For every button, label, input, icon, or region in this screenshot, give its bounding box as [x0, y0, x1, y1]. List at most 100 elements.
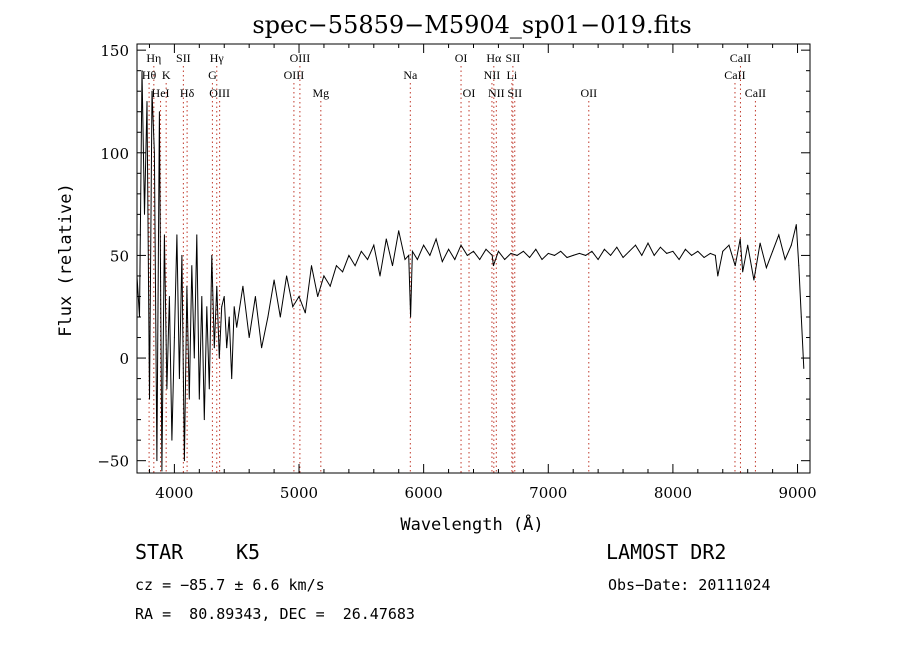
flux-point	[522, 250, 524, 252]
line-marker-label: OIII	[209, 86, 230, 100]
flux-point	[647, 242, 649, 244]
flux-point	[171, 439, 173, 441]
line-marker-label: Hα	[486, 51, 502, 65]
object-subclass: K5	[236, 540, 261, 564]
flux-point	[242, 285, 244, 287]
coordinates: RA = 80.89343, DEC = 26.47683	[135, 605, 415, 623]
flux-point	[201, 295, 203, 297]
flux-point	[298, 295, 300, 297]
flux-point	[697, 250, 699, 252]
flux-point	[226, 347, 228, 349]
flux-point	[739, 238, 741, 240]
flux-point	[335, 265, 337, 267]
flux-point	[410, 316, 412, 318]
flux-point	[492, 265, 494, 267]
flux-point	[759, 242, 761, 244]
y-tick-label: 0	[119, 350, 129, 368]
line-marker-label: Hγ	[210, 51, 225, 65]
flux-point	[385, 238, 387, 240]
x-tick-label: 5000	[280, 484, 318, 502]
flux-point	[734, 265, 736, 267]
flux-point	[196, 234, 198, 236]
flux-point	[554, 254, 556, 256]
flux-series	[136, 70, 805, 472]
x-tick-label: 4000	[155, 484, 193, 502]
flux-point	[753, 279, 755, 281]
x-axis-label: Wavelength (Å)	[400, 513, 543, 535]
flux-point	[784, 259, 786, 261]
line-marker-label: NII	[484, 68, 501, 82]
flux-point	[233, 306, 235, 308]
flux-point	[223, 295, 225, 297]
flux-point	[188, 398, 190, 400]
line-marker-label: SII	[506, 51, 521, 65]
flux-point	[141, 70, 143, 72]
flux-point	[803, 367, 805, 369]
flux-point	[497, 250, 499, 252]
flux-point	[236, 326, 238, 328]
flux-point	[684, 248, 686, 250]
flux-point	[616, 246, 618, 248]
flux-point	[448, 248, 450, 250]
y-axis: −50 0 50 100 150	[97, 42, 810, 471]
flux-point	[441, 261, 443, 263]
y-tick-label: 50	[110, 247, 129, 265]
x-tick-label: 8000	[654, 484, 692, 502]
flux-point	[163, 234, 165, 236]
flux-point	[367, 259, 369, 261]
flux-point	[473, 250, 474, 252]
flux-point	[772, 250, 774, 252]
chart-title: spec−55859−M5904_sp01−019.fits	[252, 11, 691, 39]
line-marker-label: Hθ	[142, 68, 157, 82]
y-axis-label: Flux (relative)	[56, 183, 76, 337]
line-marker-label: G	[208, 68, 217, 82]
velocity-readout: cz = −85.7 ± 6.6 km/s	[135, 576, 325, 594]
flux-point	[211, 254, 213, 256]
flux-point	[408, 254, 410, 256]
flux-point	[653, 254, 655, 256]
flux-point	[398, 230, 400, 232]
flux-point	[641, 254, 643, 256]
flux-point	[161, 470, 163, 472]
flux-point	[491, 254, 493, 256]
flux-point	[423, 244, 425, 246]
flux-point	[143, 213, 145, 215]
y-tick-label: −50	[97, 453, 129, 471]
flux-point	[216, 285, 218, 287]
line-marker-label: OI	[463, 86, 476, 100]
line-marker-label: Hδ	[180, 86, 195, 100]
line-marker-label: OII	[580, 86, 597, 100]
flux-point	[678, 259, 680, 261]
flux-point	[279, 316, 281, 318]
flux-point	[603, 248, 605, 250]
flux-point	[795, 224, 797, 226]
flux-point	[722, 250, 724, 252]
flux-point	[354, 265, 356, 267]
flux-point	[248, 337, 250, 339]
line-marker-label: SII	[507, 86, 522, 100]
flux-point	[435, 238, 437, 240]
flux-point	[622, 256, 624, 258]
flux-point	[659, 246, 661, 248]
flux-point	[728, 244, 730, 246]
flux-point	[348, 254, 350, 256]
line-marker-label: Hη	[146, 51, 161, 65]
flux-point	[166, 388, 168, 390]
line-marker-label: OIII	[284, 68, 305, 82]
flux-point	[672, 250, 674, 252]
flux-point	[578, 252, 580, 254]
flux-point	[703, 256, 705, 258]
flux-point	[213, 347, 215, 349]
flux-point	[717, 275, 719, 277]
flux-point	[666, 252, 668, 254]
flux-point	[798, 265, 800, 267]
flux-point	[373, 244, 375, 246]
flux-point	[151, 90, 153, 92]
flux-point	[391, 265, 393, 267]
flux-point	[429, 254, 431, 256]
flux-point	[158, 111, 160, 113]
flux-point	[178, 378, 180, 380]
flux-point	[148, 398, 150, 400]
line-marker-label: CaII	[724, 68, 745, 82]
